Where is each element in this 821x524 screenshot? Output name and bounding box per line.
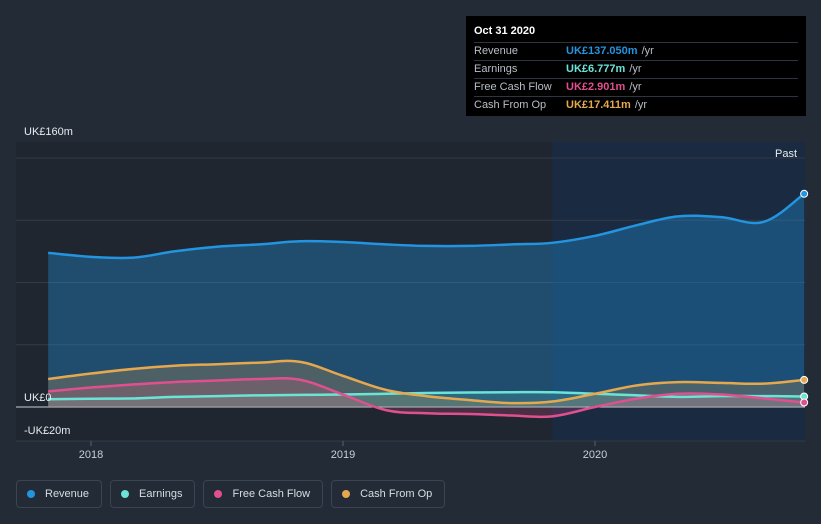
tooltip-row: Revenue UK£137.050m/yr — [474, 43, 798, 61]
legend: Revenue Earnings Free Cash Flow Cash From O… — [16, 480, 446, 508]
tooltip-value: UK£17.411m — [566, 99, 631, 111]
past-label: Past — [775, 148, 797, 160]
tooltip-unit: /yr — [634, 99, 648, 111]
tooltip-row: Earnings UK£6.777m/yr — [474, 61, 798, 79]
area-free-cash-flow — [48, 378, 805, 417]
y-tick-label: -UK£20m — [24, 425, 70, 437]
y-tick-label: UK£0 — [24, 392, 52, 404]
legend-item-cash-from-op[interactable]: Cash From Op — [331, 480, 446, 508]
tooltip-value: UK£6.777m — [566, 63, 626, 75]
tooltip-label: Cash From Op — [474, 99, 547, 111]
endpoint-revenue — [800, 189, 809, 198]
endpoint-free-cash-flow — [800, 398, 809, 407]
y-tick-label: UK£160m — [24, 126, 73, 138]
line-cash-from-op — [48, 359, 805, 405]
tooltip-unit: /yr — [629, 81, 642, 93]
legend-label: Free Cash Flow — [232, 488, 311, 500]
tooltip-date: Oct 31 2020 — [474, 24, 798, 43]
x-tick-label: 2020 — [583, 449, 607, 461]
past-region — [552, 142, 805, 441]
tooltip-label: Free Cash Flow — [474, 81, 552, 93]
tooltip-row: Cash From Op UK£17.411m/yr — [474, 97, 798, 114]
tooltip: Oct 31 2020 Revenue UK£137.050m/yr Earning… — [466, 16, 806, 116]
legend-dot-icon — [121, 490, 130, 498]
legend-label: Earnings — [139, 488, 183, 500]
tooltip-unit: /yr — [629, 63, 642, 75]
legend-item-revenue[interactable]: Revenue — [16, 480, 103, 508]
legend-item-earnings[interactable]: Earnings — [110, 480, 196, 508]
tooltip-label: Revenue — [474, 45, 519, 57]
legend-dot-icon — [214, 490, 223, 498]
line-earnings — [48, 390, 805, 401]
chart-area: Past UK£160m UK£0 -UK£20m 2018 2019 2020 — [16, 126, 809, 461]
legend-label: Revenue — [45, 488, 90, 500]
line-free-cash-flow — [48, 377, 805, 419]
x-tick-label: 2018 — [79, 449, 103, 461]
line-revenue — [48, 192, 805, 260]
endpoint-cash-from-op — [800, 375, 809, 384]
legend-dot-icon — [342, 490, 351, 498]
tooltip-unit: /yr — [641, 45, 654, 57]
tooltip-value: UK£137.050m — [566, 45, 638, 57]
legend-label: Cash From Op — [360, 488, 433, 500]
tooltip-label: Earnings — [474, 63, 518, 75]
legend-dot-icon — [27, 490, 35, 498]
x-tick-label: 2019 — [331, 449, 355, 461]
tooltip-value: UK£2.901m — [566, 81, 626, 93]
area-revenue — [48, 193, 805, 407]
tooltip-row: Free Cash Flow UK£2.901m/yr — [474, 79, 798, 97]
legend-item-free-cash-flow[interactable]: Free Cash Flow — [203, 480, 324, 508]
